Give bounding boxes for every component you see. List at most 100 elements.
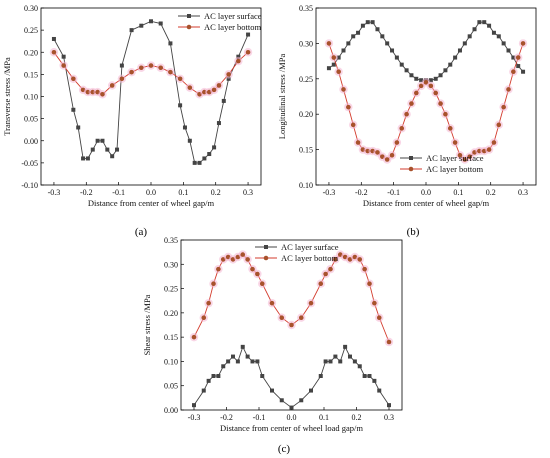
data-point: [443, 68, 448, 73]
x-tick-label: -0.1: [253, 413, 266, 422]
x-tick-label: 0.0: [287, 413, 297, 422]
y-tick-label: -0.05: [21, 159, 38, 168]
data-point: [404, 68, 409, 73]
data-point: [433, 76, 438, 81]
data-point: [348, 354, 352, 359]
data-point: [433, 90, 439, 96]
data-point: [269, 300, 275, 306]
x-tick-label: 0.3: [243, 188, 253, 197]
data-point: [211, 281, 216, 287]
data-point: [457, 48, 462, 53]
data-point: [115, 147, 120, 152]
x-axis-label: Distance from center of wheel gap/m: [88, 198, 215, 208]
y-tick-label: 0.20: [24, 48, 38, 57]
data-point: [423, 80, 429, 85]
panel-label-c: (c): [278, 443, 291, 455]
data-point: [235, 359, 240, 364]
y-tick-label: 0.20: [299, 110, 313, 119]
data-point: [341, 87, 346, 92]
data-point: [240, 344, 245, 349]
y-axis-label: Transverse stress /MPa: [2, 57, 12, 136]
data-point: [100, 91, 105, 97]
data-point: [236, 58, 241, 64]
data-point: [201, 388, 206, 393]
plot-frame: [40, 7, 262, 186]
data-point: [158, 21, 163, 26]
y-tick-label: 0.00: [24, 137, 38, 146]
legend-marker: [186, 24, 192, 30]
data-point: [385, 41, 390, 46]
data-point: [328, 359, 333, 364]
data-point: [76, 125, 81, 130]
data-point: [333, 354, 338, 359]
data-point: [308, 300, 314, 306]
x-tick-label: 0.3: [518, 188, 528, 197]
data-point: [216, 266, 221, 272]
data-point: [467, 34, 472, 39]
legend-label: AC layer surface: [426, 153, 484, 163]
x-tick-label: -0.1: [387, 188, 400, 197]
y-tick-label: 0.10: [164, 357, 178, 366]
data-point: [71, 107, 76, 112]
data-point: [496, 34, 501, 39]
data-point: [182, 125, 187, 130]
data-point: [236, 54, 241, 59]
data-point: [346, 104, 351, 110]
y-tick-label: -0.10: [21, 181, 38, 190]
data-point: [191, 334, 197, 340]
data-point: [216, 121, 221, 126]
data-point: [110, 154, 115, 159]
y-tick-label: 0.25: [164, 285, 178, 294]
data-point: [356, 30, 361, 35]
x-tick-label: -0.1: [112, 188, 125, 197]
data-point: [482, 20, 487, 25]
data-point: [341, 48, 346, 53]
data-point: [448, 62, 453, 67]
data-point: [105, 147, 110, 152]
data-point: [520, 41, 526, 46]
y-tick-label: 0.00: [164, 406, 178, 415]
x-tick-label: 0.1: [178, 188, 188, 197]
data-point: [362, 374, 367, 378]
data-point: [352, 359, 357, 364]
data-point: [386, 339, 392, 345]
data-point: [90, 147, 95, 152]
legend-marker: [263, 255, 269, 261]
data-point: [457, 152, 463, 158]
y-tick-label: 0.15: [24, 70, 38, 79]
data-point: [202, 156, 207, 161]
data-point: [201, 315, 207, 321]
y-axis-label: Shear stress /MPa: [142, 294, 152, 355]
legend-label: AC layer bottom: [204, 22, 262, 32]
x-tick-label: 0.0: [146, 188, 156, 197]
data-point: [279, 398, 284, 403]
data-point: [270, 388, 274, 393]
data-point: [279, 315, 285, 321]
y-tick-label: 0.30: [299, 39, 313, 48]
data-point: [331, 62, 336, 67]
data-point: [331, 55, 337, 60]
data-point: [516, 64, 521, 69]
y-tick-label: 0.25: [299, 75, 313, 84]
data-point: [299, 398, 304, 403]
data-point: [192, 160, 197, 165]
legend-label: AC layer surface: [204, 11, 262, 21]
y-tick-label: 0.10: [299, 181, 313, 190]
x-tick-label: 0.1: [453, 188, 463, 197]
data-point: [326, 66, 331, 71]
data-point: [212, 145, 217, 150]
data-point: [419, 78, 424, 83]
data-point: [85, 156, 90, 161]
data-point: [418, 83, 424, 89]
data-point: [506, 48, 511, 53]
data-point: [351, 34, 356, 39]
data-point: [81, 156, 86, 161]
data-point: [375, 27, 380, 32]
data-point: [462, 41, 467, 46]
data-point: [240, 252, 246, 257]
data-point: [323, 271, 328, 277]
data-point: [365, 20, 370, 25]
data-point: [394, 55, 399, 60]
x-tick-label: 0.2: [352, 413, 362, 422]
